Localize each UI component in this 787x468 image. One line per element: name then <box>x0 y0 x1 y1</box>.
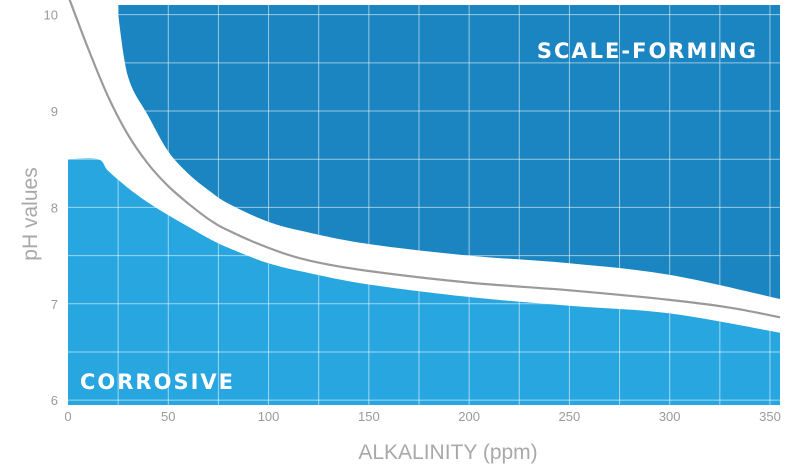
x-tick-label: 150 <box>358 409 380 424</box>
x-tick-label: 350 <box>759 409 781 424</box>
region-corrosive <box>68 158 780 405</box>
region-label-corrosive: CORROSIVE <box>80 370 235 394</box>
x-tick-label: 250 <box>559 409 581 424</box>
region-label-scale-forming: SCALE-FORMING <box>537 39 758 63</box>
regions-layer <box>68 5 781 405</box>
x-tick-label: 200 <box>458 409 480 424</box>
ticks-layer: 0 50 100 150 200 250 300 350 6 7 8 9 10 <box>44 8 781 424</box>
y-axis-label: pH values <box>19 167 42 260</box>
x-tick-label: 50 <box>161 409 175 424</box>
y-tick-label: 7 <box>51 297 58 312</box>
y-tick-label: 8 <box>51 200 58 215</box>
x-tick-label: 300 <box>659 409 681 424</box>
y-tick-label: 6 <box>51 393 58 408</box>
curve-layer <box>68 0 781 319</box>
divider-curve <box>68 0 781 319</box>
x-axis-label: ALKALINITY (ppm) <box>358 441 537 464</box>
x-tick-label: 100 <box>258 409 280 424</box>
region-scale-forming <box>118 5 781 299</box>
grid-layer <box>68 5 780 405</box>
x-tick-label: 0 <box>64 409 71 424</box>
y-tick-label: 9 <box>51 104 58 119</box>
y-tick-label: 10 <box>44 8 58 23</box>
